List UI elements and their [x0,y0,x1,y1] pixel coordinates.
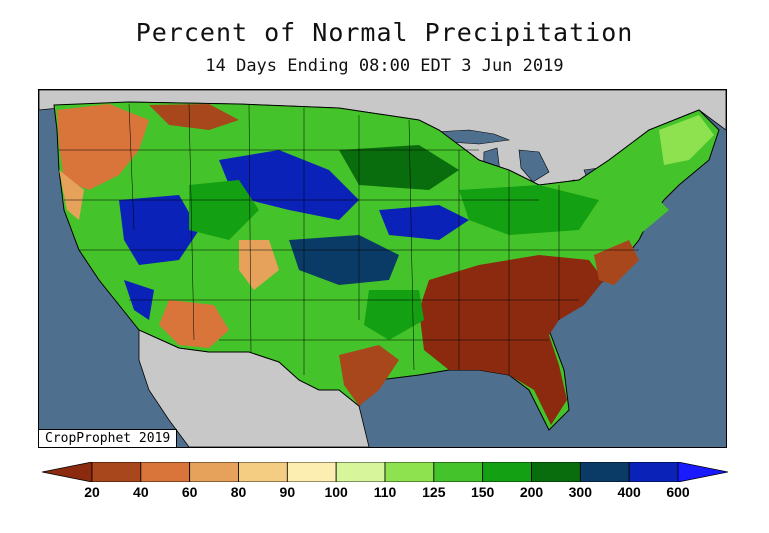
legend-swatch [189,461,239,483]
legend-tick-label: 400 [617,484,641,500]
precipitation-map [38,89,727,448]
legend-swatch [91,461,142,483]
legend-swatch [140,461,191,483]
legend-tick-label: 200 [519,484,544,500]
lake-huron [518,149,550,183]
legend-tick-label: 110 [373,484,397,500]
legend-tick-label: 90 [279,484,296,500]
legend-colorbar [41,461,729,483]
dry-oregon-coast [59,170,84,220]
legend-tick-label: 60 [181,484,198,500]
legend-arrow-low [41,461,93,483]
legend-tick-label: 150 [470,484,495,500]
legend-swatch [482,461,532,483]
map-title: Percent of Normal Precipitation [135,18,634,47]
legend-tick-label: 80 [230,484,247,500]
legend-tick-label: 300 [568,484,593,500]
legend-tick-label: 40 [133,484,149,500]
wet-core-southern-plains [289,235,399,285]
legend-tick-label: 20 [84,484,100,500]
legend-swatch [335,461,386,483]
wet-ohio-valley [459,185,599,235]
wet-northeast [599,190,669,235]
wet-core-northern-plains [219,150,359,220]
legend-swatch [238,461,288,483]
color-legend: 20 40 60 80 90 100 110 125 150 200 300 400 600 [41,461,729,522]
legend-swatch [628,461,679,483]
dry-carolinas [594,240,639,285]
legend-tick-label: 125 [422,484,446,500]
dry-south-texas [339,345,399,406]
dry-arizona [159,300,229,348]
legend-swatch [531,461,581,483]
legend-swatch [579,461,630,483]
legend-tick-label: 100 [324,484,348,500]
dry-northwest [57,104,149,190]
wet-texas-central [364,290,424,340]
wet-upper-midwest [339,145,459,190]
wet-rockies [189,180,259,240]
legend-swatch [384,461,435,483]
legend-swatch [433,461,484,483]
near-normal-maine [659,115,714,165]
legend-swatch [286,461,337,483]
dry-four-corners [239,240,279,290]
state-boundaries [59,103,639,375]
dry-north-montana [149,104,239,130]
wet-core-midwest [379,205,469,240]
wet-core-great-basin [119,195,199,265]
map-subtitle: 14 Days Ending 08:00 EDT 3 Jun 2019 [205,56,564,76]
credit-label: CropProphet 2019 [38,429,178,448]
legend-arrow-high [677,461,729,483]
legend-tick-label: 600 [666,484,690,500]
